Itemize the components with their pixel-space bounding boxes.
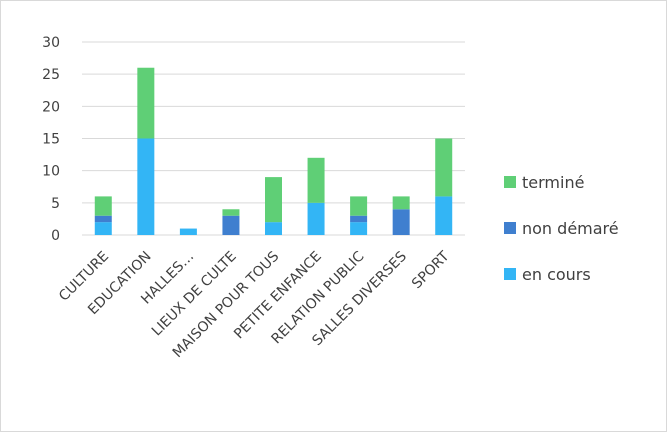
bar-en-cours-2 — [179, 228, 197, 235]
bar-non-démaré-0 — [94, 215, 112, 223]
legend-label: terminé — [522, 173, 584, 192]
bar-en-cours-8 — [435, 196, 453, 235]
legend-swatch-terminé — [504, 176, 516, 188]
bar-terminé-4 — [265, 177, 282, 223]
y-tick-label: 25 — [42, 67, 60, 83]
bar-en-cours-0 — [94, 222, 112, 235]
bar-en-cours-5 — [307, 202, 325, 235]
y-tick-label: 5 — [51, 196, 60, 212]
legend-label: en cours — [522, 265, 591, 284]
bar-en-cours-4 — [265, 222, 282, 235]
bar-terminé-1 — [137, 67, 155, 139]
bar-non-démaré-6 — [350, 215, 368, 223]
bar-non-démaré-3 — [222, 215, 240, 235]
y-tick-label: 0 — [51, 228, 60, 244]
bar-terminé-8 — [435, 138, 453, 197]
bar-terminé-6 — [350, 196, 368, 216]
y-tick-label: 10 — [42, 164, 60, 180]
y-axis-ticks: 0 5 10 15 20 25 30 — [42, 35, 60, 244]
bar-terminé-3 — [222, 209, 240, 216]
bar-terminé-0 — [94, 196, 112, 216]
bar-terminé-5 — [307, 157, 325, 203]
legend: terminé non démaré en cours — [504, 173, 619, 284]
bar-non-démaré-7 — [392, 209, 410, 235]
y-tick-label: 20 — [42, 99, 60, 115]
y-tick-label: 15 — [42, 132, 60, 148]
bar-en-cours-1 — [137, 138, 155, 235]
legend-swatch-en-cours — [504, 268, 516, 280]
bars — [94, 67, 453, 235]
legend-swatch-non-démaré — [504, 222, 516, 234]
bar-terminé-7 — [392, 196, 410, 210]
legend-label: non démaré — [522, 219, 619, 238]
x-category-label: SPORT — [409, 248, 453, 292]
bar-en-cours-6 — [350, 222, 368, 235]
y-tick-label: 30 — [42, 35, 60, 51]
